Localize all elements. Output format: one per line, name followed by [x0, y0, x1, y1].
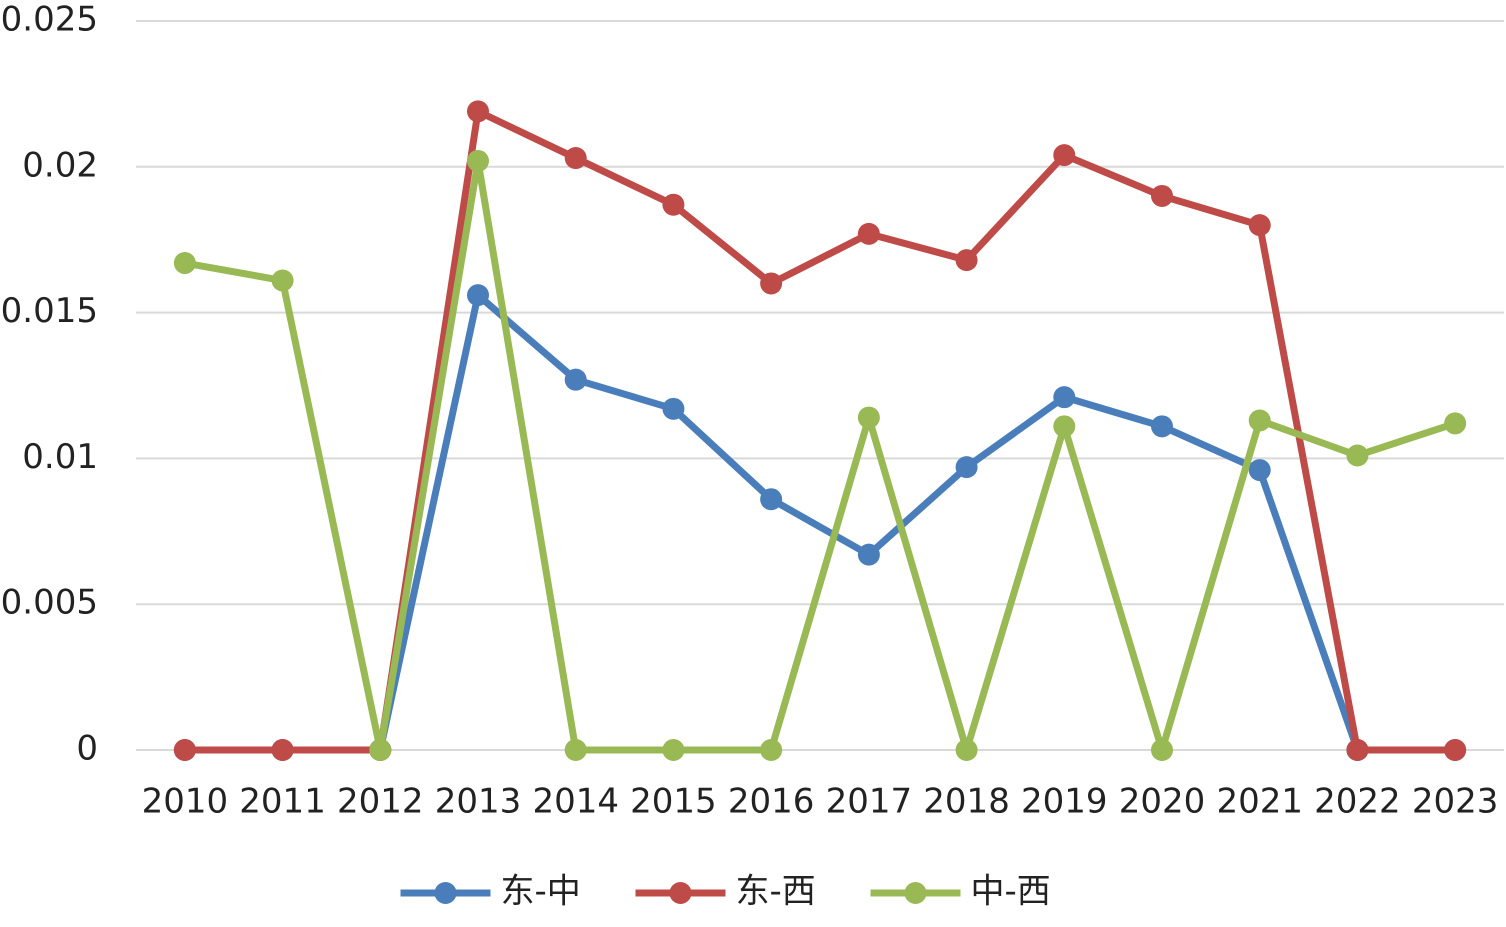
x-tick-label: 2022 [1314, 782, 1401, 822]
data-point [662, 739, 685, 761]
data-point [271, 269, 294, 292]
data-point [1346, 739, 1369, 761]
legend-marker [434, 882, 457, 904]
data-point [467, 100, 489, 123]
series-line [184, 157, 1457, 754]
data-point [1053, 415, 1076, 438]
data-point [955, 739, 978, 761]
data-point [1151, 415, 1173, 438]
x-tick-label: 2014 [532, 782, 619, 822]
data-point [857, 406, 880, 429]
x-tick-label: 2018 [923, 782, 1010, 822]
y-tick-label: 0.01 [22, 437, 98, 477]
data-point [1248, 409, 1271, 432]
x-tick-label: 2016 [728, 782, 815, 822]
data-point [1151, 184, 1173, 207]
data-point [564, 739, 587, 761]
x-tick-label: 2013 [435, 782, 522, 822]
data-point [955, 249, 978, 272]
data-point [955, 456, 978, 479]
x-tick-label: 2011 [239, 782, 326, 822]
x-tick-label: 2012 [337, 782, 424, 822]
data-point [1053, 144, 1076, 167]
data-point [467, 149, 489, 172]
data-point [1053, 386, 1076, 409]
data-point [369, 739, 392, 761]
data-point [271, 739, 294, 761]
y-tick-label: 0.02 [22, 145, 98, 185]
data-point [760, 739, 783, 761]
x-tick-label: 2020 [1119, 782, 1206, 822]
data-point [467, 284, 489, 307]
data-point [662, 193, 685, 216]
x-tick-label: 2021 [1216, 782, 1303, 822]
data-point [1444, 412, 1467, 435]
data-point [662, 397, 685, 420]
x-tick-label: 2019 [1021, 782, 1108, 822]
data-point [1444, 739, 1467, 761]
legend-marker [669, 882, 692, 904]
legend-marker [904, 882, 927, 904]
legend: 东-中 东-西 中-西 [400, 872, 1051, 912]
data-point [564, 368, 587, 391]
data-point [760, 488, 783, 511]
data-point [1248, 214, 1271, 237]
y-tick-label: 0.015 [1, 291, 98, 331]
y-tick-label: 0 [76, 729, 98, 769]
series-line [184, 291, 1456, 754]
x-tick-label: 2023 [1412, 782, 1499, 822]
x-tick-label: 2015 [630, 782, 717, 822]
x-tick-label: 2017 [826, 782, 913, 822]
data-point [857, 222, 880, 245]
data-point [760, 272, 783, 295]
data-point [564, 147, 587, 170]
x-tick-label: 2010 [142, 782, 229, 822]
legend-label: 东-中 [501, 872, 581, 912]
legend-label: 东-西 [736, 872, 816, 912]
legend-label: 中-西 [971, 872, 1051, 912]
data-point [857, 543, 880, 566]
data-point [1151, 739, 1173, 761]
data-point [1248, 459, 1271, 482]
y-tick-label: 0.005 [1, 583, 98, 623]
data-point [173, 739, 196, 761]
y-tick-label: 0.025 [1, 0, 98, 40]
data-point [173, 252, 196, 275]
series-line [184, 107, 1456, 754]
data-point [1346, 444, 1369, 467]
